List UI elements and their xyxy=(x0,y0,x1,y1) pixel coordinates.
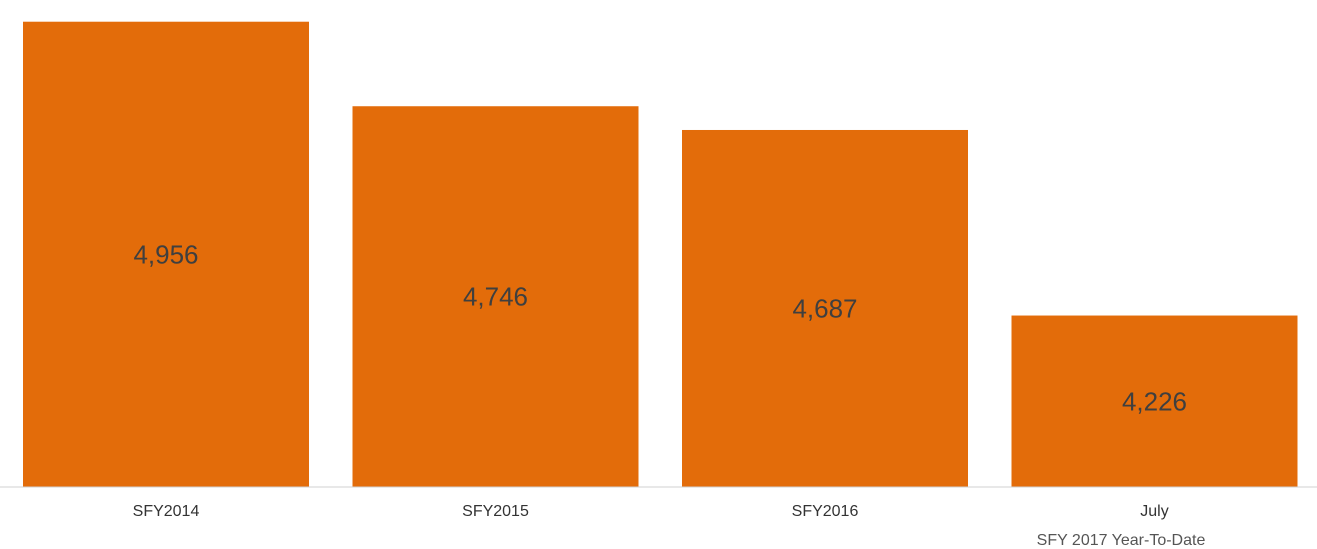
bar-sfy2015 xyxy=(352,106,639,488)
bar-sfy2016 xyxy=(682,129,968,488)
x-tick-label: SFY2014 xyxy=(133,503,200,520)
data-label: 4,746 xyxy=(463,282,528,312)
x-tick-label: SFY2016 xyxy=(792,503,859,520)
x-tick-label: SFY2015 xyxy=(462,503,529,520)
x-tick-label: July xyxy=(1140,503,1168,520)
data-label: 4,956 xyxy=(133,239,198,269)
labels-group: 4,956 SFY2014 4,746 SFY2015 4,687 SFY2016 4,22… xyxy=(133,239,1187,520)
category-subtitle: SFY 2017 Year-To-Date xyxy=(1037,532,1206,549)
data-label: 4,687 xyxy=(792,293,857,323)
bars-group xyxy=(23,21,1298,488)
bar-sfy2014 xyxy=(23,21,309,488)
bar-july xyxy=(1011,315,1298,487)
data-label: 4,226 xyxy=(1122,386,1187,416)
